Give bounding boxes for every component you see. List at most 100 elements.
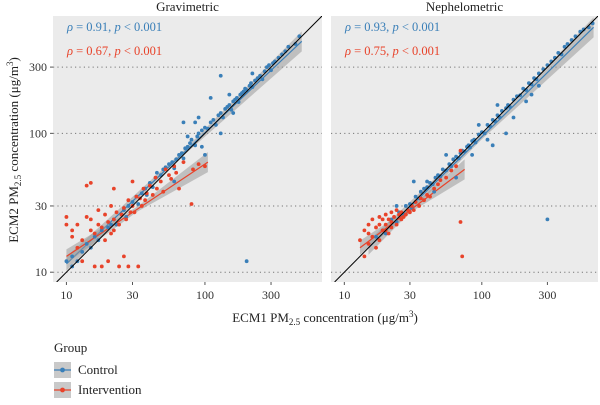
control-point <box>126 204 131 208</box>
intervention-point <box>394 222 399 227</box>
intervention-point <box>106 259 111 264</box>
intervention-point <box>377 215 382 219</box>
intervention-point <box>126 198 131 203</box>
control-point <box>199 128 204 133</box>
control-point <box>64 259 69 264</box>
x-tick-label: 10 <box>60 288 72 302</box>
intervention-point <box>422 198 426 203</box>
control-point <box>130 200 135 204</box>
intervention-point <box>103 212 107 217</box>
x-tick-label: 10 <box>338 288 350 302</box>
control-point <box>495 103 500 107</box>
control-point <box>504 106 508 110</box>
control-point <box>476 123 481 127</box>
y-tick-label: 300 <box>29 60 47 74</box>
intervention-point <box>399 217 404 222</box>
intervention-point <box>99 225 104 230</box>
intervention-point <box>394 208 399 213</box>
control-point <box>170 160 175 165</box>
intervention-point <box>128 210 133 215</box>
intervention-point <box>124 217 129 222</box>
intervention-point <box>111 228 116 233</box>
control-point <box>529 92 534 97</box>
intervention-point <box>64 222 69 227</box>
intervention-point <box>117 264 121 269</box>
intervention-point <box>70 234 75 239</box>
x-tick-label: 100 <box>196 288 214 302</box>
control-point <box>485 137 490 142</box>
control-point <box>536 83 541 88</box>
intervention-point <box>177 186 181 191</box>
intervention-point <box>130 179 135 184</box>
control-point <box>545 217 550 222</box>
annotation-intervention: ρ = 0.67, p < 0.001 <box>66 44 162 58</box>
intervention-point <box>203 164 207 169</box>
control-point <box>211 117 216 122</box>
control-point <box>565 42 570 46</box>
control-point <box>250 71 255 76</box>
control-point <box>511 115 516 120</box>
control-point <box>231 111 236 115</box>
intervention-point <box>380 217 385 222</box>
control-point <box>490 143 495 148</box>
intervention-point <box>362 228 367 233</box>
intervention-point <box>383 212 388 217</box>
control-point <box>267 63 271 68</box>
intervention-point <box>109 231 113 236</box>
intervention-point <box>141 186 146 191</box>
identity-line <box>334 16 598 282</box>
intervention-point <box>444 175 449 180</box>
y-tick-label: 30 <box>35 199 47 213</box>
legend-item-intervention: Intervention <box>54 382 142 398</box>
intervention-point <box>389 220 394 224</box>
intervention-point <box>403 212 408 217</box>
control-point <box>174 157 179 162</box>
control-point <box>411 179 416 184</box>
intervention-point <box>380 228 385 233</box>
intervention-point <box>132 210 137 215</box>
control-point <box>167 162 171 167</box>
intervention-point <box>181 160 186 165</box>
intervention-point <box>155 186 159 191</box>
control-point <box>99 228 104 233</box>
intervention-point <box>139 204 144 208</box>
intervention-point <box>143 198 148 203</box>
control-point <box>425 179 429 184</box>
control-point <box>383 231 388 236</box>
intervention-point <box>370 234 375 239</box>
annotation-control: ρ = 0.93, p < 0.001 <box>344 20 440 34</box>
control-point <box>218 73 223 78</box>
intervention-point <box>150 193 155 197</box>
panel-plot-area <box>334 16 598 282</box>
intervention-point <box>136 264 141 269</box>
intervention-point <box>109 204 113 208</box>
control-point <box>80 250 85 254</box>
control-point <box>227 103 232 107</box>
control-point <box>454 175 458 180</box>
control-point <box>136 202 141 206</box>
control-point <box>92 234 97 239</box>
control-point <box>189 137 194 142</box>
intervention-point <box>366 222 371 227</box>
x-tick-label: 300 <box>538 288 556 302</box>
intervention-point <box>96 222 101 227</box>
intervention-point <box>374 225 378 230</box>
intervention-point <box>126 264 131 269</box>
x-axis-label: ECM1 PM2.5 concentration (μg/m3) <box>232 309 418 327</box>
intervention-point <box>169 176 174 181</box>
control-point <box>139 191 144 196</box>
control-point <box>177 152 181 157</box>
control-point <box>203 152 207 157</box>
control-point <box>454 154 458 159</box>
control-point <box>203 125 207 130</box>
control-point <box>244 259 249 264</box>
intervention-point <box>425 193 429 197</box>
intervention-point <box>75 222 80 227</box>
control-point <box>462 149 467 154</box>
intervention-point <box>96 208 101 213</box>
legend: Group Control Intervention <box>54 340 142 398</box>
x-tick-label: 300 <box>262 288 280 302</box>
identity-line <box>56 16 322 282</box>
intervention-point <box>432 186 437 191</box>
intervention-fit-line <box>66 161 209 257</box>
